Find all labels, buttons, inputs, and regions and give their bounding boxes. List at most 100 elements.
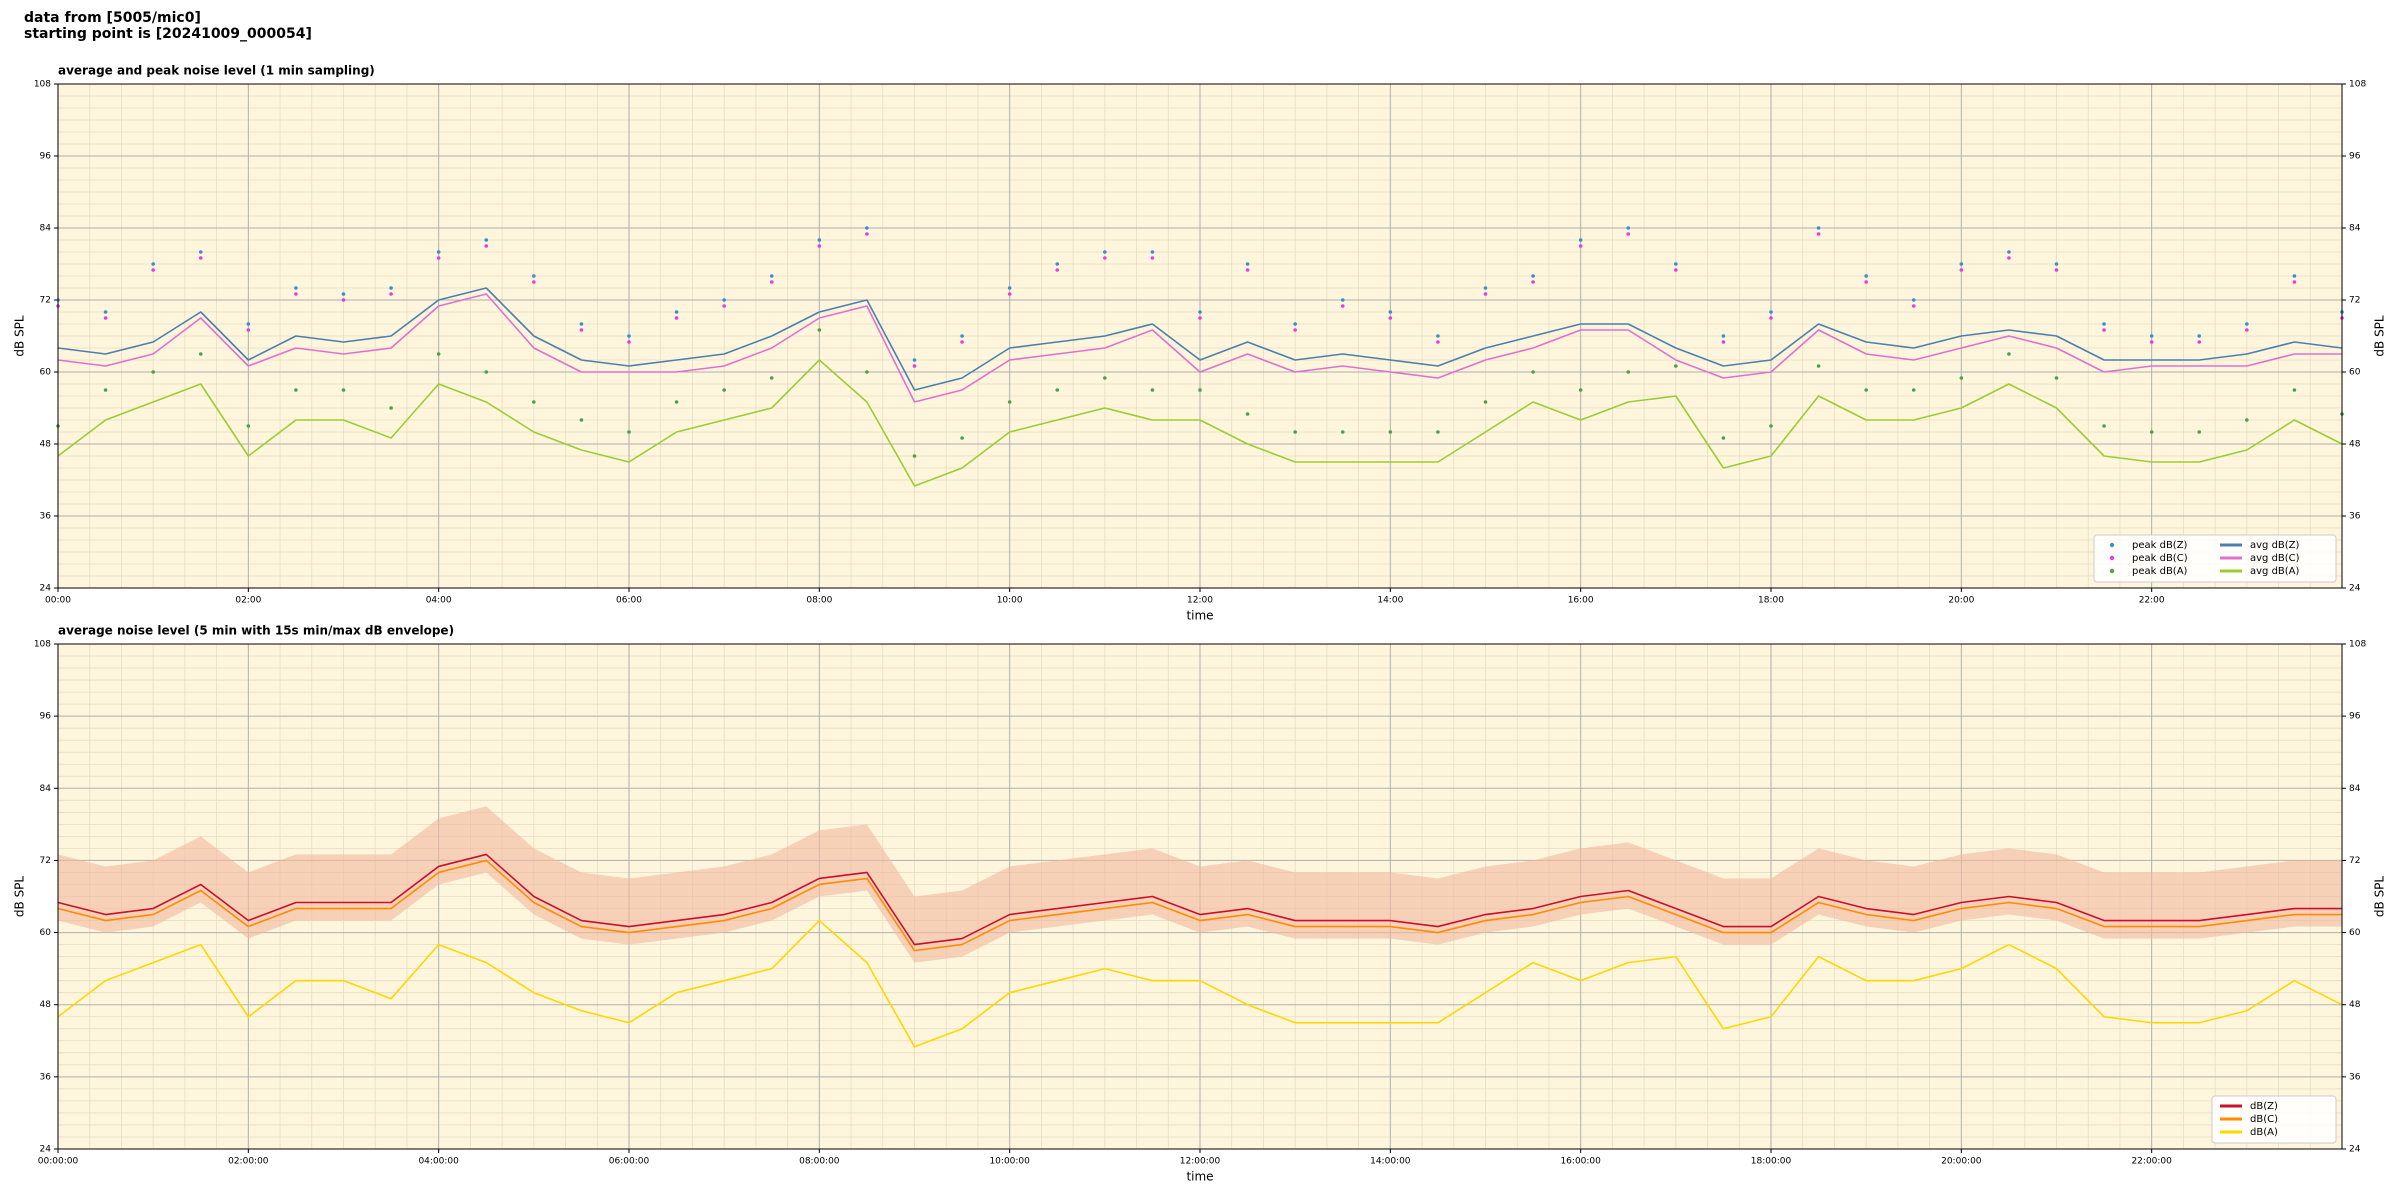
peak-point: [1055, 388, 1060, 392]
peak-point: [198, 250, 203, 254]
y-tick-label: 96: [2349, 152, 2361, 162]
peak-point: [2197, 334, 2202, 338]
line: [57, 859, 2342, 952]
y-tick-label: 36: [40, 1072, 52, 1082]
y-tick-label: 48: [2349, 440, 2361, 450]
peak-point: [2054, 376, 2059, 380]
y-tick-label: 84: [2349, 224, 2361, 234]
peak-point: [2102, 322, 2106, 326]
peak-point: [484, 244, 489, 248]
x-tick-label: 20:00: [1948, 596, 1974, 606]
peak-point: [2149, 340, 2154, 344]
peak-point: [103, 316, 108, 320]
peak-point: [627, 340, 631, 344]
peak-point: [1816, 232, 1821, 236]
line: [57, 359, 2343, 487]
peak-point: [674, 310, 679, 314]
y-tick-label: 24: [40, 584, 52, 594]
peak-point: [198, 352, 203, 356]
peak-point: [246, 328, 251, 332]
legend-marker: [2109, 555, 2115, 561]
peak-point: [1769, 316, 1773, 320]
legend-box: [2211, 1095, 2337, 1144]
peak-point: [2149, 430, 2154, 434]
x-axis-label: time: [1186, 1170, 1213, 1184]
peak-point: [1340, 304, 1345, 308]
peak-point: [1911, 298, 1916, 302]
peak-point: [1245, 268, 1250, 272]
legend-label: avg dB(C): [2250, 553, 2300, 564]
peak-point: [151, 268, 155, 272]
peak-point: [1340, 430, 1345, 434]
y-tick-label: 36: [2349, 512, 2361, 522]
peak-point: [389, 406, 393, 410]
peak-point: [1340, 298, 1345, 302]
chart-title: average and peak noise level (1 min samp…: [58, 64, 375, 78]
x-tick-label: 02:00:00: [228, 1157, 269, 1167]
peak-point: [1150, 256, 1155, 260]
peak-point: [532, 274, 536, 278]
peak-point: [341, 388, 346, 392]
peak-point: [1721, 436, 1726, 440]
y-tick-label: 60: [40, 928, 52, 938]
legend-marker: [2109, 542, 2115, 548]
peak-point: [2102, 424, 2106, 428]
peak-point: [1436, 430, 1440, 434]
peak-point: [341, 298, 346, 302]
y-tick-label: 84: [40, 784, 52, 794]
peak-point: [1388, 430, 1393, 434]
peak-point: [1436, 340, 1440, 344]
peak-point: [2149, 334, 2154, 338]
x-tick-label: 14:00:00: [1370, 1157, 1411, 1167]
peak-point: [2245, 322, 2249, 326]
peak-point: [817, 238, 822, 242]
peak-point: [2245, 328, 2249, 332]
peak-point: [1911, 304, 1916, 308]
peak-point: [1769, 424, 1773, 428]
peak-point: [769, 376, 774, 380]
x-tick-label: 20:00:00: [1941, 1157, 1982, 1167]
peak-point: [674, 400, 679, 404]
peak-point: [912, 358, 917, 362]
peak-point: [1626, 232, 1631, 236]
x-tick-label: 00:00: [45, 596, 71, 606]
y-tick-label: 84: [2349, 784, 2361, 794]
peak-point: [722, 388, 726, 392]
peak-point: [1911, 388, 1916, 392]
y-tick-label: 48: [40, 1000, 52, 1010]
peak-point: [1103, 256, 1107, 260]
peak-point: [103, 310, 108, 314]
x-tick-label: 10:00: [997, 596, 1023, 606]
peak-point: [2197, 430, 2202, 434]
peak-point: [1007, 400, 1012, 404]
peak-point: [1626, 370, 1631, 374]
peak-point: [1816, 364, 1821, 368]
peak-point: [2054, 268, 2059, 272]
line: [57, 287, 2343, 391]
peak-point: [1293, 328, 1297, 332]
y-tick-label: 24: [2349, 1145, 2361, 1155]
y-tick-label: 24: [40, 1145, 52, 1155]
legend-label: avg dB(Z): [2250, 540, 2300, 551]
peak-point: [960, 436, 964, 440]
x-tick-label: 00:00:00: [38, 1157, 79, 1167]
peak-point: [1055, 262, 1060, 266]
y-axis-label: dB SPL: [13, 315, 27, 357]
y-tick-label: 48: [2349, 1000, 2361, 1010]
peak-point: [1483, 400, 1488, 404]
peak-point: [1578, 238, 1583, 242]
x-tick-label: 06:00:00: [609, 1157, 650, 1167]
y-tick-label: 60: [2349, 368, 2361, 378]
peak-point: [2197, 340, 2202, 344]
legend-label: peak dB(A): [2132, 566, 2188, 577]
peak-point: [1483, 286, 1488, 290]
y-tick-label: 72: [2349, 296, 2360, 306]
peak-point: [1245, 262, 1250, 266]
y-tick-label: 24: [2349, 584, 2361, 594]
peak-point: [151, 262, 155, 266]
peak-point: [960, 334, 964, 338]
y-tick-label: 72: [40, 856, 51, 866]
peak-point: [2292, 388, 2297, 392]
peak-point: [627, 430, 631, 434]
